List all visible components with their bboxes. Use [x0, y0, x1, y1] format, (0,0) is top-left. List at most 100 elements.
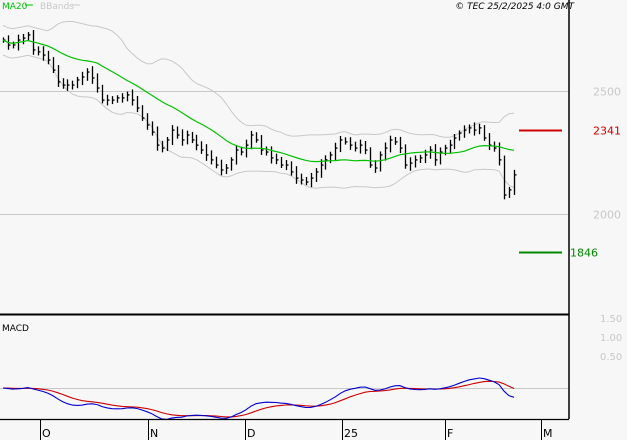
ohlc-bar: [409, 157, 413, 171]
macd-tick-label: 0.50: [600, 352, 622, 363]
ohlc-bar: [42, 46, 46, 61]
ohlc-bar: [270, 146, 274, 164]
ohlc-bar: [404, 144, 408, 169]
ohlc-bar: [235, 145, 239, 165]
ohlc-bar: [280, 156, 284, 168]
ohlc-bar: [22, 33, 26, 45]
ohlc-bar: [191, 131, 195, 144]
ohlc-bar: [195, 134, 199, 151]
ohlc-bar: [399, 136, 403, 154]
ohlc-bar: [315, 168, 319, 182]
ohlc-bar: [156, 126, 160, 151]
ohlc-bar: [334, 142, 338, 161]
lower-band: [2, 54, 515, 189]
macd-tick-label: 1.00: [600, 333, 622, 344]
ohlc-bar: [250, 130, 254, 150]
ohlc-bar: [379, 151, 383, 172]
ohlc-bar: [37, 46, 41, 56]
ohlc-bar: [305, 176, 309, 186]
ohlc-bar: [275, 153, 279, 165]
ohlc-bar: [121, 93, 125, 103]
ohlc-bar: [181, 129, 185, 146]
ohlc-bar: [349, 137, 353, 150]
ohlc-bar: [210, 150, 214, 165]
ohlc-bar: [101, 84, 105, 104]
ohlc-bar: [468, 124, 472, 134]
ohlc-bar: [136, 95, 140, 113]
ohlc-bar: [503, 155, 507, 200]
ohlc-bar: [57, 65, 61, 87]
ohlc-bar: [295, 166, 299, 184]
ohlc-bar: [300, 173, 304, 185]
ohlc-bar: [52, 57, 56, 74]
ohlc-bar: [27, 32, 31, 41]
macd-panel: 1.50 1.00 0.50: [0, 314, 622, 420]
ohlc-bar: [344, 137, 348, 145]
ohlc-bar: [76, 76, 80, 89]
ohlc-bar: [66, 79, 70, 91]
ohlc-bar: [62, 78, 66, 89]
ohlc-bar: [389, 135, 393, 153]
ohlc-bar: [91, 66, 95, 84]
ohlc-bar: [161, 140, 165, 153]
ohlc-bar: [146, 113, 150, 130]
ohlc-bar: [483, 125, 487, 141]
ohlc-bar: [394, 137, 398, 145]
ohlc-bar: [225, 164, 229, 174]
ohlc-bar: [324, 155, 328, 170]
ohlc-bar: [369, 147, 373, 168]
ohlc-bar: [290, 161, 294, 176]
ohlc-bar: [220, 159, 224, 176]
ohlc-bar: [488, 133, 492, 150]
ohlc-bar: [111, 96, 115, 105]
ohlc-bar: [453, 134, 457, 150]
ohlc-bar: [131, 89, 135, 106]
ohlc-bar: [81, 71, 85, 86]
ohlc-bar: [116, 95, 120, 103]
ohlc-bar: [414, 155, 418, 168]
macd-line: [2, 377, 515, 420]
ohlc-bar: [141, 105, 145, 121]
ohlc-bar: [513, 169, 517, 195]
y-tick-label: 2500: [593, 86, 621, 99]
ma20-path: [2, 39, 515, 163]
ohlc-bar: [384, 142, 388, 161]
ohlc-bar: [171, 125, 175, 145]
copyright-timestamp: © TEC 25/2/2025 4:0 GMT: [455, 2, 575, 12]
ohlc-bar: [458, 130, 462, 141]
ohlc-bar: [151, 121, 155, 136]
x-tick-label: N: [150, 427, 158, 440]
bollinger-bands: [2, 21, 515, 189]
bbands-legend-label: BBands: [40, 2, 74, 12]
ohlc-bar: [71, 80, 75, 90]
ohlc-bar: [354, 141, 358, 152]
ohlc-bar: [463, 125, 467, 138]
ohlc-bar: [176, 126, 180, 139]
ohlc-bar: [359, 139, 363, 154]
ohlc-bar: [240, 146, 244, 156]
macd-label: MACD: [2, 324, 29, 334]
ohlc-bar: [508, 186, 512, 199]
ohlc-bar: [230, 157, 234, 171]
ohlc-bar: [285, 160, 289, 171]
ohlc-bar: [126, 91, 130, 102]
ohlc-bar: [339, 135, 343, 153]
ohlc-bar: [166, 137, 170, 152]
y-tick-label: 2000: [593, 209, 621, 222]
x-tick-label: O: [42, 427, 51, 440]
ohlc-bar: [439, 147, 443, 165]
grid: 2500 2000: [0, 86, 621, 222]
ohlc-bar: [106, 94, 110, 106]
ohlc-bar: [320, 159, 324, 178]
ohlc-bar: [86, 68, 90, 81]
ohlc-bar: [419, 154, 423, 163]
support-label: 1846: [570, 247, 598, 260]
ohlc-bar: [96, 73, 100, 93]
ohlc-bar: [265, 146, 269, 156]
ohlc-bar: [215, 156, 219, 169]
ohlc-bar: [434, 144, 438, 166]
ohlc-bar: [186, 130, 190, 145]
